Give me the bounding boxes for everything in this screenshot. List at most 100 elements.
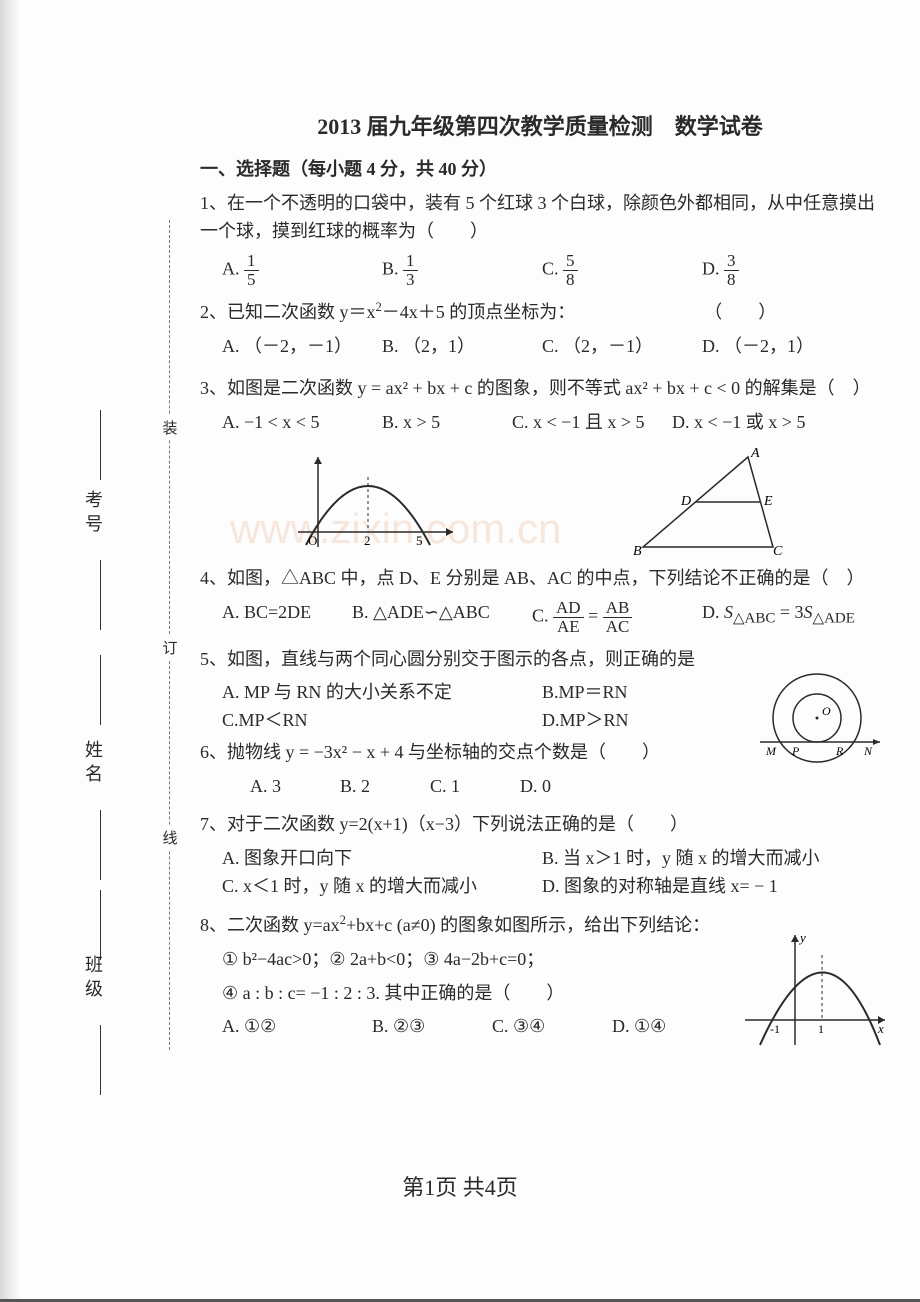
scan-shadow [0,0,20,1302]
opt-text: MP 与 RN 的大小关系不定 [244,682,452,702]
opt-text: x＜1 时，y 随 x 的增大而减小 [243,876,477,896]
opt-label: B. [352,602,369,622]
svg-text:C: C [773,544,783,557]
circ-num: ② [260,1016,276,1036]
area-eq: S△ABC = 3S△ADE [724,602,855,622]
q2-opt-b: B. （2，1） [382,333,532,361]
opt-label: C. [492,1016,509,1036]
opt-label: A. [222,682,240,702]
q5-opt-c: C.MP＜RN [222,707,532,735]
field-line [100,890,101,960]
opt-text: MP＝RN [559,682,628,702]
svg-text:y: y [798,930,806,945]
opt-text: 图象的对称轴是直线 x= − 1 [564,876,778,896]
q5-opt-b: B.MP＝RN [542,679,692,707]
opt-label: B. [340,776,357,796]
section-heading: 一、选择题（每小题 4 分，共 40 分） [200,156,880,184]
q7-opt-d: D. 图象的对称轴是直线 x= − 1 [542,873,852,901]
q5-opt-a: A. MP 与 RN 的大小关系不定 [222,679,532,707]
q1-stem: 1、在一个不透明的口袋中，装有 5 个红球 3 个白球，除颜色外都相同，从中任意… [200,190,880,246]
svg-text:B: B [633,544,642,557]
q1-opt-b: B. 13 [382,252,532,289]
binding-margin: 装 订 线 [145,220,195,1050]
text: －4x＋5 的顶点坐标为： [382,302,576,322]
q6-opt-c: C. 1 [430,773,510,801]
opt-text: x < −1 或 x > 5 [694,412,805,432]
circ-num: ② [393,1016,409,1036]
opt-label: C. [512,412,529,432]
opt-label: D. [520,776,538,796]
opt-label: A. [222,848,240,868]
exam-content: 2013 届九年级第四次教学质量检测 数学试卷 一、选择题（每小题 4 分，共 … [200,110,880,1051]
q4-options: A. BC=2DE B. △ADE∽△ABC C. ADAE = ABAC D.… [222,599,880,636]
svg-text:x: x [877,1021,884,1036]
q2-opt-a: A. （－2，－1） [222,333,372,361]
q2-opt-c: C. （2，－1） [542,333,692,361]
label-O: O [308,533,317,548]
opt-label: D. [702,602,720,622]
svg-text:A: A [750,447,760,461]
q7-opt-c: C. x＜1 时，y 随 x 的增大而减小 [222,873,532,901]
opt-text: 3 [272,776,281,796]
q4-stem: 4、如图，△ABC 中，点 D、E 分别是 AB、AC 的中点，下列结论不正确的… [200,565,880,593]
opt-text: x < −1 且 x > 5 [533,412,644,432]
q7-opt-b: B. 当 x＞1 时，y 随 x 的增大而减小 [542,845,852,873]
opt-label: B. [372,1016,389,1036]
svg-text:1: 1 [818,1022,824,1036]
opt-label: C. [532,605,549,625]
opt-text: 当 x＞1 时，y 随 x 的增大而减小 [563,848,820,868]
q1-opt-a: A. 15 [222,252,372,289]
opt-text: MP＞RN [560,710,629,730]
field-exam-number-label: 考号 [80,490,106,538]
text: +bx+c (a≠0) 的图象如图所示，给出下列结论： [346,915,710,935]
q2-options: A. （－2，－1） B. （2，1） C. （2，－1） D. （－2，1） [222,333,880,361]
circ-num: ③ [513,1016,529,1036]
opt-text: MP＜RN [239,710,308,730]
opt-label: D. [542,710,560,730]
opt-text: △ADE∽△ABC [373,602,490,622]
q1-options: A. 15 B. 13 C. 58 D. 38 [222,252,880,289]
q8-opt-a: A. ①② [222,1013,362,1041]
opt-text: x > 5 [403,412,440,432]
fraction: 15 [244,252,259,289]
q8-opt-c: C. ③④ [492,1013,602,1041]
circ-num: ① [634,1016,650,1036]
q8-opt-d: D. ①④ [612,1013,722,1041]
opt-label: B. [382,336,399,356]
opt-text: 0 [542,776,551,796]
q3-parabola-icon: O 2 5 [288,447,458,557]
opt-label: B. [382,412,399,432]
page-footer: 第1页 共4页 [0,1170,920,1202]
opt-label: D. [702,336,720,356]
svg-text:M: M [765,744,777,758]
circ-num: ④ [650,1016,666,1036]
fraction: 38 [724,252,739,289]
field-class-label: 班级 [80,955,106,1003]
svg-text:R: R [835,744,844,758]
field-name-label: 姓名 [80,740,106,788]
q4-opt-b: B. △ADE∽△ABC [352,599,522,636]
opt-text: （2，1） [403,336,475,356]
q3-opt-d: D. x < −1 或 x > 5 [672,409,822,437]
opt-label: C. [222,876,239,896]
q4-opt-c: C. ADAE = ABAC [532,599,692,636]
field-line [100,560,101,630]
svg-text:P: P [791,744,800,758]
q7-options: A. 图象开口向下 B. 当 x＞1 时，y 随 x 的增大而减小 C. x＜1… [222,845,880,901]
paper-title: 2013 届九年级第四次教学质量检测 数学试卷 [200,110,880,144]
q3-opt-c: C. x < −1 且 x > 5 [512,409,662,437]
exam-page: 装 订 线 考号 姓名 班级 www.zixin.com.cn 2013 届九年… [0,0,920,1302]
q8-opt-b: B. ②③ [372,1013,482,1041]
label-2: 2 [364,533,371,548]
opt-label: B. [542,682,559,702]
q6-opt-d: D. 0 [520,773,600,801]
opt-label: C. [542,336,559,356]
circ-num: ③ [409,1016,425,1036]
field-line [100,1025,101,1095]
circ-num: ① [244,1016,260,1036]
q3-opt-a: A. −1 < x < 5 [222,409,372,437]
q3-options: A. −1 < x < 5 B. x > 5 C. x < −1 且 x > 5… [222,409,880,437]
svg-text:D: D [680,494,691,509]
q4-opt-d: D. S△ABC = 3S△ADE [702,599,855,636]
q4-triangle-icon: A B C D E [633,447,793,557]
